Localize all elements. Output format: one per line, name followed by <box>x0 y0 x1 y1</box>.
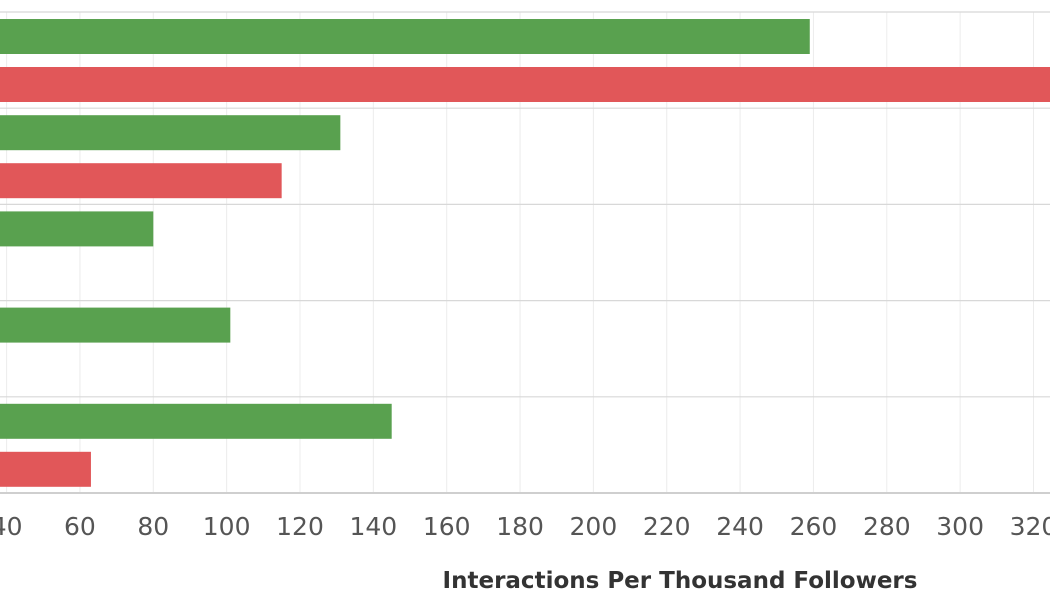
bar-red <box>0 451 91 487</box>
x-tick-label: 160 <box>423 512 471 541</box>
bar-green <box>0 19 810 54</box>
x-tick-label: 80 <box>137 512 169 541</box>
bars <box>0 19 1050 487</box>
x-tick-label: 140 <box>349 512 397 541</box>
bar-green <box>0 211 154 247</box>
x-axis-label: Interactions Per Thousand Followers <box>443 568 918 594</box>
x-tick-label: 240 <box>716 512 764 541</box>
x-tick-label: 180 <box>496 512 544 541</box>
x-tick-label: 40 <box>0 512 23 541</box>
bar-green <box>0 115 341 151</box>
x-tick-label: 320 <box>1010 512 1050 541</box>
bar-green <box>0 307 231 343</box>
x-tick-label: 200 <box>570 512 618 541</box>
x-tick-label: 100 <box>203 512 251 541</box>
x-tick-label: 60 <box>64 512 96 541</box>
bar-green <box>0 403 392 439</box>
bar-red <box>0 163 282 199</box>
x-tick-label: 120 <box>276 512 324 541</box>
x-tick-label: 260 <box>790 512 838 541</box>
x-tick-label: 280 <box>863 512 911 541</box>
x-tick-label: 220 <box>643 512 691 541</box>
x-tick-label: 300 <box>936 512 984 541</box>
bar-red <box>0 67 1050 102</box>
x-axis-ticks: 40 60 80 100 120 140 160 180 200 220 240 260 280 300 3… <box>0 512 1050 541</box>
